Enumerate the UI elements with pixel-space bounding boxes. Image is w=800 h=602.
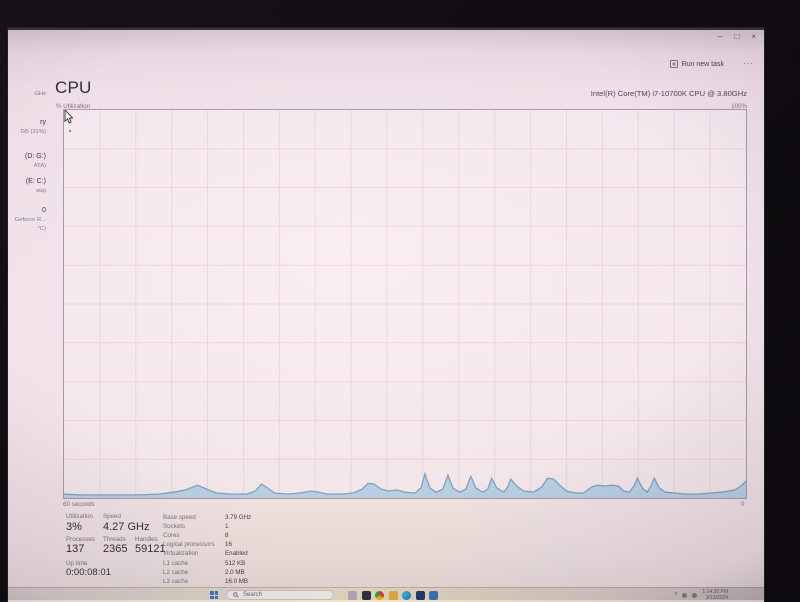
stat-detail-row: L3 cache 16.0 MB [163,577,293,586]
close-button[interactable]: × [751,32,756,41]
sidebar-item-fragment-3[interactable]: (E: C:) ata) [8,177,46,196]
stat-detail-value: 1 [225,523,229,531]
tray-status-icon-1[interactable] [682,593,688,598]
stat-detail-label: Virtualization [163,550,199,558]
stat-detail-label: Logical processors [163,541,215,549]
tray-chevron-icon[interactable]: ^ [674,592,678,599]
cpu-utilization-graph [63,109,747,499]
search-icon [233,592,239,598]
cpu-stats-details: Base speed 3.79 GHz Sockets 1 Cores 8 Logical … [163,513,293,586]
start-button[interactable] [210,591,218,599]
taskbar-search[interactable]: Search [226,590,334,600]
titlebar [8,30,764,50]
screen-smudge-dot [69,130,71,132]
cpu-stats-primary: Utilization Speed 3% 4.27 GHz Processes … [66,513,216,583]
stat-detail-row: Virtualization Enabled [163,549,293,558]
taskbar-app-icon-1[interactable] [348,590,357,600]
taskbar-app-icon-7[interactable] [429,590,438,600]
sidebar-item-text: GHz [34,91,46,97]
stat-detail-value: 3.79 GHz [225,514,252,522]
sidebar-item-text: (D: G:) [25,153,46,160]
processes-label: Processes [66,536,95,543]
run-new-task-label: Run new task [681,60,724,68]
page-title: CPU [55,78,92,97]
stat-detail-row: Sockets 1 [163,522,293,531]
stat-detail-label: Sockets [163,523,186,531]
taskbar: Search ^ 1:14:30 PM 3/13/2024 [8,587,764,602]
sidebar-item-text: °C) [37,226,46,232]
threads-label: Threads [103,536,126,543]
tray-status-icon-2[interactable] [692,593,698,598]
sidebar-item-text: 0 [42,207,46,214]
stat-detail-value: Enabled [225,550,248,558]
stat-detail-label: L3 cache [163,577,189,585]
sidebar-item-text: Geforce R... [14,217,46,223]
stat-detail-value: 2.0 MB [225,568,245,576]
graph-x-axis-left-label: 60 seconds [63,501,95,508]
stat-detail-label: Base speed [163,514,196,522]
stat-detail-label: L2 cache [163,568,189,576]
stat-detail-value: 512 KB [225,559,246,567]
taskbar-app-icon-folder[interactable] [388,590,398,600]
monitor-screen: – □ × Run new task ··· GHz ry GB (31%) (D: … [8,28,764,602]
utilization-label: Utilization [66,513,93,520]
search-label: Search [243,592,263,598]
uptime-label: Up time [66,560,88,567]
stat-detail-value: 8 [225,532,229,540]
window-controls: – □ × [718,32,756,42]
stat-detail-row: Logical processors 16 [163,540,293,549]
taskbar-app-icon-edge[interactable] [402,590,411,600]
uptime-value: 0:00:08:01 [66,567,111,578]
taskbar-app-icon-2[interactable] [361,590,371,600]
processes-value: 137 [66,543,85,555]
minimize-button[interactable]: – [718,32,723,41]
stat-detail-row: Cores 8 [163,531,293,540]
utilization-value: 3% [66,521,82,533]
speed-label: Speed [103,513,121,520]
sidebar-item-text: GB (31%) [20,129,46,135]
stat-detail-row: L2 cache 2.0 MB [163,568,293,577]
sidebar-item-text: ATA) [33,163,46,169]
maximize-button[interactable]: □ [734,32,740,41]
sidebar-item-text: ata) [36,188,46,194]
sidebar-item-fragment-4[interactable]: 0 Geforce R... °C) [8,206,46,234]
graph-x-axis-right-label: 0 [741,501,745,508]
stat-detail-label: L1 cache [163,559,189,567]
taskbar-app-icon-6[interactable] [415,590,425,600]
threads-value: 2365 [103,543,128,555]
taskbar-app-icon-chrome[interactable] [375,590,384,600]
stat-detail-row: L1 cache 512 KB [163,558,293,567]
mouse-cursor [64,110,73,124]
graph-y-max-label: 100% [731,103,747,110]
handles-label: Handles [135,536,158,543]
stat-detail-value: 16.0 MB [225,577,249,585]
sidebar-item-fragment-0[interactable]: GHz [8,90,46,99]
stat-detail-label: Cores [163,532,180,540]
taskbar-clock[interactable]: 1:14:30 PM 3/13/2024 [702,589,728,601]
stat-detail-value: 16 [225,541,232,549]
run-new-task-button[interactable]: Run new task [669,60,724,68]
clock-date: 3/13/2024 [705,594,728,601]
cpu-model-label: Intel(R) Core(TM) i7-10700K CPU @ 3.80GH… [590,89,747,98]
run-new-task-icon [669,60,678,68]
sidebar-item-fragment-2[interactable]: (D: G:) ATA) [8,152,46,171]
stat-detail-row: Base speed 3.79 GHz [163,513,293,522]
performance-sidebar: GHz ry GB (31%) (D: G:) ATA) (E: C:) ata) 0 Gefo… [8,30,48,602]
sidebar-item-fragment-1[interactable]: ry GB (31%) [8,118,46,137]
more-options-button[interactable]: ··· [743,59,754,68]
graph-y-axis-label: % Utilization [56,103,91,110]
sidebar-item-text: ry [40,119,46,126]
sidebar-item-text: (E: C:) [25,178,46,185]
handles-value: 59121 [135,543,166,555]
clock-time: 1:14:30 PM [702,589,728,595]
speed-value: 4.27 GHz [103,521,150,533]
system-tray: ^ 1:14:30 PM 3/13/2024 [674,589,728,601]
